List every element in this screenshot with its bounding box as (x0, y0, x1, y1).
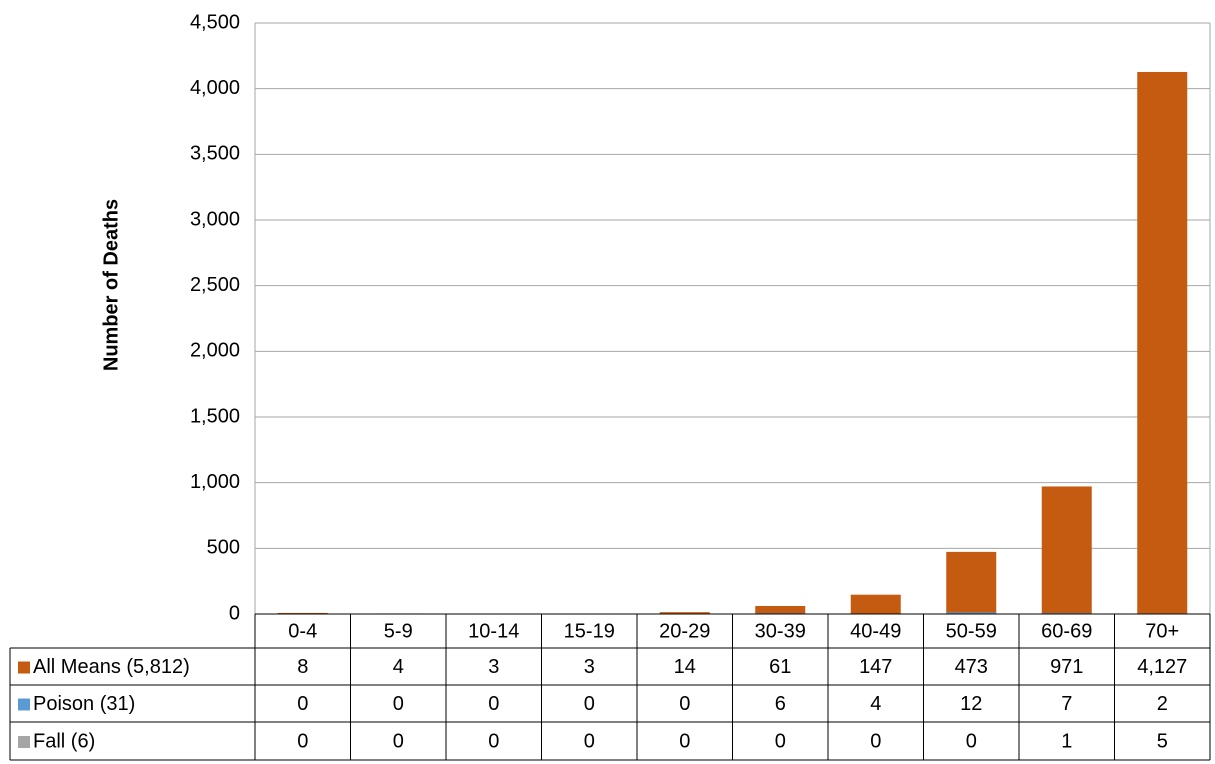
data-label: 147 (859, 656, 892, 678)
data-label: 0 (679, 730, 690, 752)
data-label: 0 (297, 730, 308, 752)
data-label: 0 (870, 730, 881, 752)
bar (755, 605, 806, 614)
bar (277, 612, 328, 614)
legend-swatch (18, 661, 30, 674)
y-axis-label: Number of Deaths (100, 199, 122, 371)
data-label: 3 (488, 656, 499, 678)
legend-label: Poison (31) (33, 693, 135, 715)
data-label: 0 (966, 730, 977, 752)
y-tick-label: 4,500 (190, 11, 240, 33)
data-label: 6 (775, 693, 786, 715)
x-tick-label: 0-4 (288, 620, 317, 642)
bar (659, 612, 710, 614)
legend-swatch (18, 736, 30, 748)
data-label: 0 (584, 693, 595, 715)
y-tick-label: 500 (207, 537, 240, 559)
bar (1041, 486, 1092, 614)
data-label: 0 (393, 693, 404, 715)
x-tick-label: 30-39 (755, 620, 806, 642)
bar (1137, 71, 1188, 615)
data-label: 0 (393, 730, 404, 752)
legend-label: All Means (5,812) (33, 656, 190, 678)
data-label: 12 (960, 693, 982, 715)
data-label: 5 (1157, 730, 1168, 752)
y-tick-label: 1,500 (190, 405, 240, 427)
y-tick-label: 4,000 (190, 77, 240, 99)
y-tick-label: 2,000 (190, 340, 240, 362)
data-label: 0 (297, 693, 308, 715)
data-label: 473 (955, 656, 988, 678)
y-tick-label: 1,000 (190, 471, 240, 493)
data-label: 2 (1157, 693, 1168, 715)
data-label: 0 (679, 693, 690, 715)
data-label: 14 (674, 656, 696, 678)
x-tick-label: 20-29 (659, 620, 710, 642)
x-tick-label: 60-69 (1041, 620, 1092, 642)
data-label: 0 (488, 693, 499, 715)
data-label: 8 (297, 656, 308, 678)
legend-swatch (18, 698, 30, 711)
data-label: 971 (1050, 656, 1083, 678)
x-tick-label: 50-59 (946, 620, 997, 642)
y-tick-label: 3,500 (190, 143, 240, 165)
data-label: 0 (488, 730, 499, 752)
data-label: 1 (1061, 730, 1072, 752)
x-tick-label: 70+ (1145, 620, 1179, 642)
y-tick-label: 3,000 (190, 208, 240, 230)
x-tick-label: 40-49 (850, 620, 901, 642)
x-tick-label: 15-19 (564, 620, 615, 642)
y-tick-label: 2,500 (190, 274, 240, 296)
data-label: 0 (775, 730, 786, 752)
data-label: 0 (584, 730, 595, 752)
data-label: 4,127 (1137, 656, 1187, 678)
data-label: 7 (1061, 693, 1072, 715)
data-label: 4 (870, 693, 881, 715)
data-label: 3 (584, 656, 595, 678)
data-label: 61 (769, 656, 791, 678)
data-label: 4 (393, 656, 404, 678)
bar (850, 594, 901, 614)
x-tick-label: 10-14 (468, 620, 519, 642)
bar (946, 612, 997, 614)
x-tick-label: 5-9 (384, 620, 413, 642)
y-tick-label: 0 (229, 602, 240, 624)
bar (946, 551, 997, 614)
legend-label: Fall (6) (33, 730, 95, 752)
